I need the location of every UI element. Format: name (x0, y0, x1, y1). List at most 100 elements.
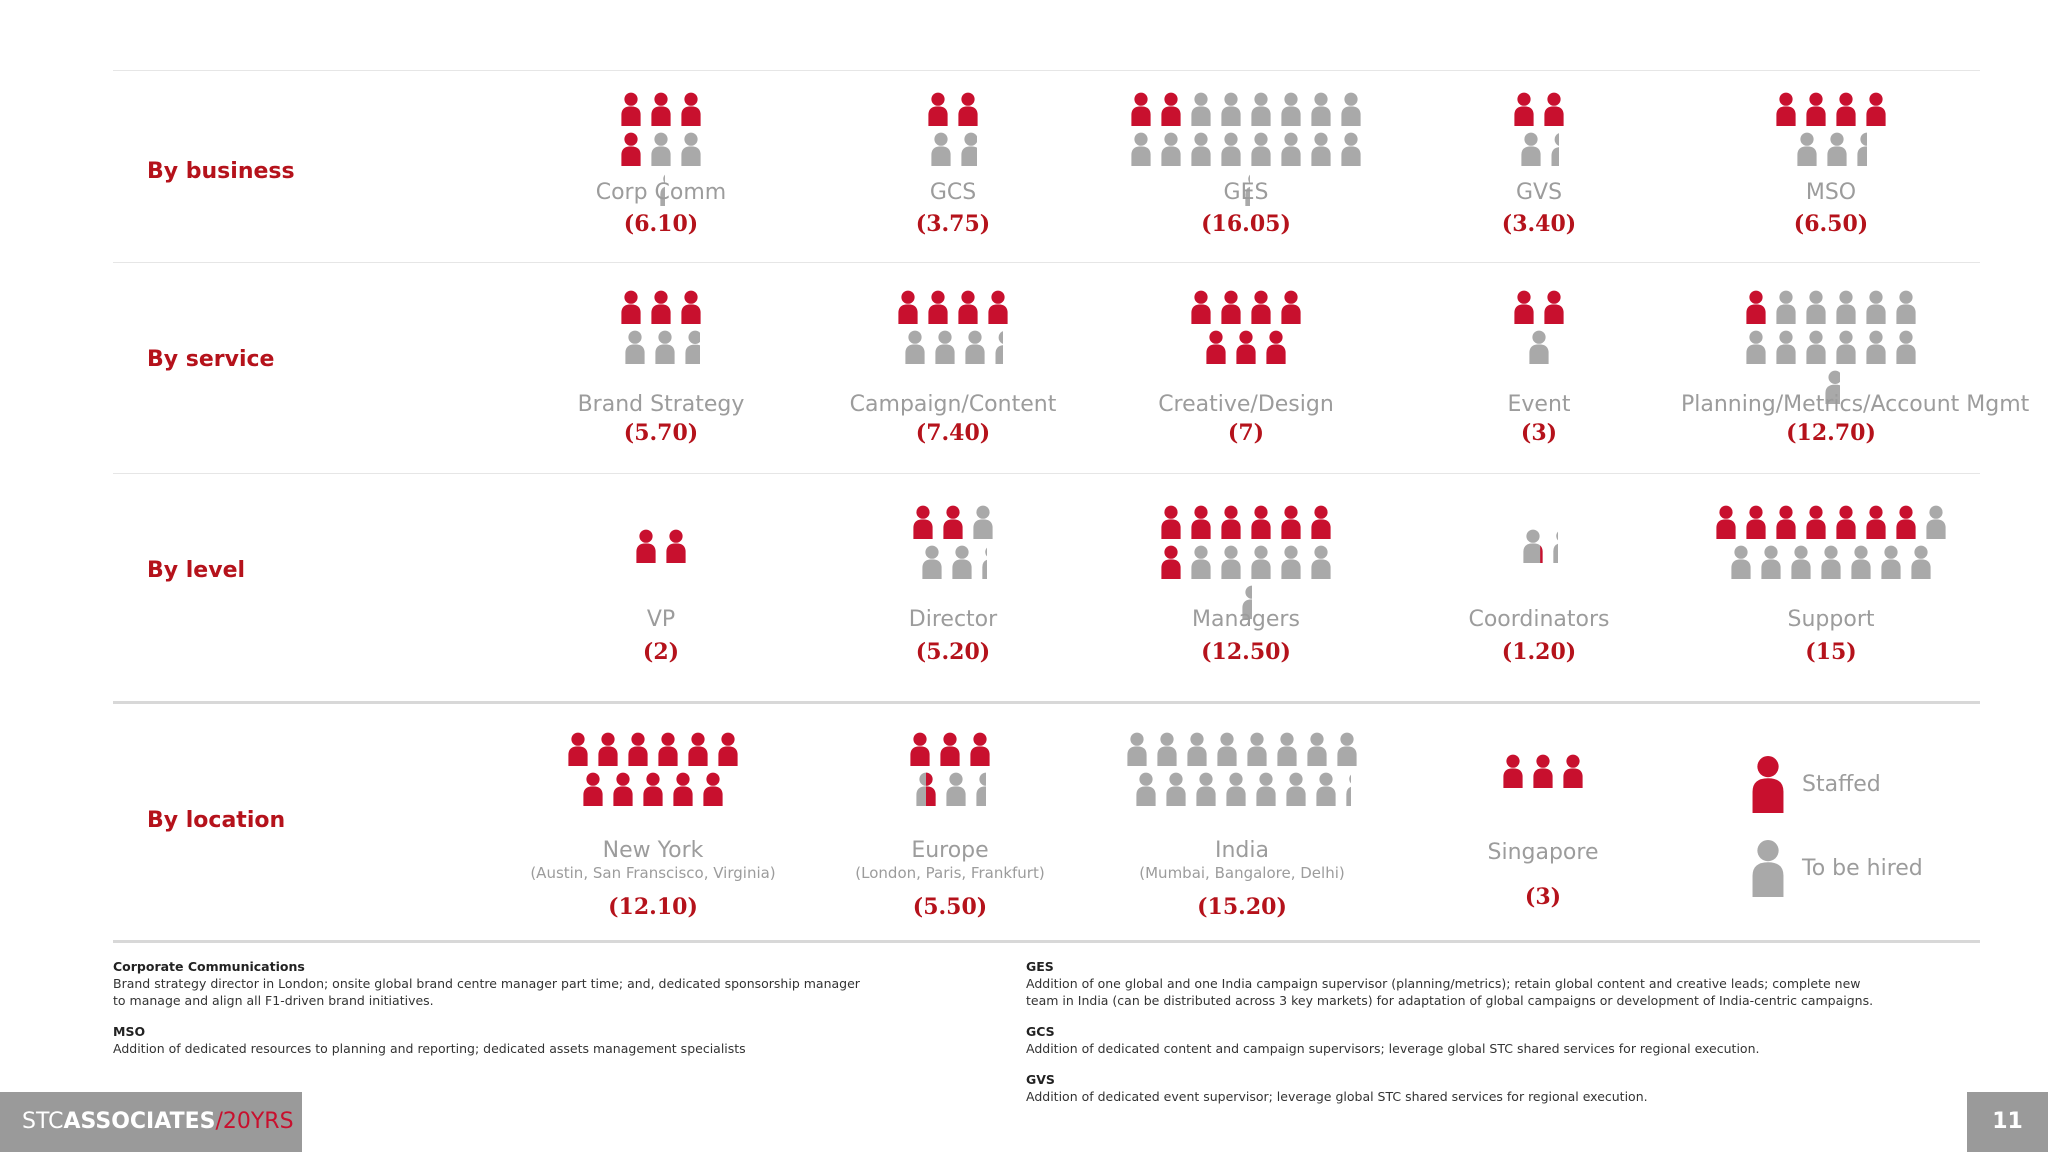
staffed-person-icon (1836, 505, 1856, 539)
staffed-person-icon (1236, 330, 1256, 364)
to-be-hired-person-icon (651, 132, 671, 166)
staffed-person-icon (928, 290, 948, 324)
to-be-hired-person-icon (1277, 732, 1297, 766)
group-value: (3.40) (1501, 211, 1577, 237)
to-be-hired-person-icon (1251, 132, 1271, 166)
to-be-hired-person-icon (1191, 132, 1211, 166)
staffed-person-icon (1836, 92, 1856, 126)
group-label: India (1215, 838, 1269, 863)
people-icons (1096, 505, 1396, 625)
staffed-person-icon (1503, 754, 1523, 788)
icon-line (511, 92, 811, 126)
icon-line (503, 772, 803, 806)
to-be-hired-person-icon (1806, 330, 1826, 364)
people-icons (1389, 290, 1689, 370)
staffed-person-icon (658, 732, 678, 766)
icon-line (1681, 545, 1981, 579)
staffed-person-icon (1514, 92, 1534, 126)
group-value: (15.20) (1197, 894, 1287, 920)
group-value: (16.05) (1201, 211, 1291, 237)
icon-line (1393, 754, 1693, 788)
icon-line (803, 505, 1103, 539)
group-label: Event (1507, 392, 1571, 417)
note-text: Addition of one global and one India cam… (1026, 976, 1861, 991)
icon-line (1092, 732, 1392, 766)
group-label: MSO (1805, 180, 1857, 205)
to-be-hired-person-icon (1131, 132, 1151, 166)
group-value: (12.70) (1786, 420, 1876, 446)
to-be-hired-person-icon (931, 132, 951, 166)
group-value: (5.70) (623, 420, 699, 446)
to-be-hired-person-icon (1285, 772, 1306, 806)
staffed-person-icon (1776, 92, 1796, 126)
group-label: GES (1223, 180, 1269, 205)
to-be-hired-person-icon (1221, 92, 1241, 126)
people-icons (1389, 92, 1689, 172)
to-be-hired-person-icon (1827, 132, 1847, 166)
group-label: Managers (1192, 607, 1300, 632)
staffed-person-icon (1266, 330, 1286, 364)
to-be-hired-person-icon (1857, 132, 1867, 166)
icon-line (511, 132, 811, 166)
partial-person-icon (916, 772, 936, 806)
staffed-person-icon (1281, 290, 1301, 324)
legend-to-be-hired: To be hired (1748, 839, 1923, 897)
group-value: (7) (1227, 420, 1265, 446)
staffed-person-icon (703, 772, 723, 806)
to-be-hired-person-icon (1221, 545, 1241, 579)
legend-to-be-hired-label: To be hired (1802, 855, 1923, 881)
staffed-person-icon (1806, 92, 1826, 126)
to-be-hired-person-icon (1797, 132, 1817, 166)
staffed-person-icon (1806, 505, 1826, 539)
group-value: (5.20) (915, 639, 991, 665)
staffed-person-icon (1206, 330, 1226, 364)
to-be-hired-person-icon (1731, 545, 1751, 579)
divider-top (113, 70, 1980, 71)
to-be-hired-person-icon (1187, 732, 1207, 766)
row-label-level: By level (147, 558, 246, 583)
icon-line (1681, 505, 1981, 539)
staffed-person-icon (910, 732, 930, 766)
group-label: Creative/Design (1158, 392, 1334, 417)
to-be-hired-person-icon (1195, 772, 1216, 806)
note-title: GCS (1026, 1024, 1055, 1039)
legend-staffed: Staffed (1748, 755, 1881, 813)
staffed-person-icon (1281, 505, 1301, 539)
to-be-hired-person-icon (1225, 772, 1246, 806)
people-icons (803, 505, 1103, 585)
to-be-hired-person-icon (1255, 772, 1276, 806)
to-be-hired-person-icon (1896, 330, 1916, 364)
people-icons (1092, 732, 1392, 812)
to-be-hired-person-icon (1217, 732, 1237, 766)
icon-line (1096, 585, 1396, 619)
to-be-hired-person-icon (1135, 772, 1156, 806)
brand-stc: STC (22, 1109, 64, 1134)
group-value: (3) (1524, 884, 1562, 910)
staffed-person-icon (928, 92, 948, 126)
to-be-hired-person-icon (1821, 545, 1841, 579)
to-be-hired-person-icon (946, 772, 966, 806)
icon-line (803, 92, 1103, 126)
note-text: Addition of dedicated resources to plann… (113, 1041, 746, 1056)
group-value: (5.50) (912, 894, 988, 920)
to-be-hired-person-icon (1311, 132, 1331, 166)
to-be-hired-person-icon (1311, 545, 1331, 579)
group-value: (3.75) (915, 211, 991, 237)
staffed-person-icon (1161, 505, 1181, 539)
to-be-hired-person-icon (976, 772, 986, 806)
staffed-person-icon (1191, 505, 1211, 539)
to-be-hired-person-icon (1521, 132, 1541, 166)
to-be-hired-person-icon (1851, 545, 1871, 579)
people-icons (1681, 290, 1981, 410)
staffed-person-icon (1131, 92, 1151, 126)
icon-line (800, 772, 1100, 806)
group-label: Coordinators (1468, 607, 1610, 632)
people-icons (1096, 290, 1396, 370)
to-be-hired-person-icon (981, 547, 987, 579)
staffed-person-icon (568, 732, 588, 766)
icon-line (1681, 132, 1981, 166)
note-title: GES (1026, 959, 1054, 974)
staffed-person-icon (1866, 92, 1886, 126)
to-be-hired-person-icon (1552, 531, 1558, 563)
staffed-person-icon (673, 772, 693, 806)
